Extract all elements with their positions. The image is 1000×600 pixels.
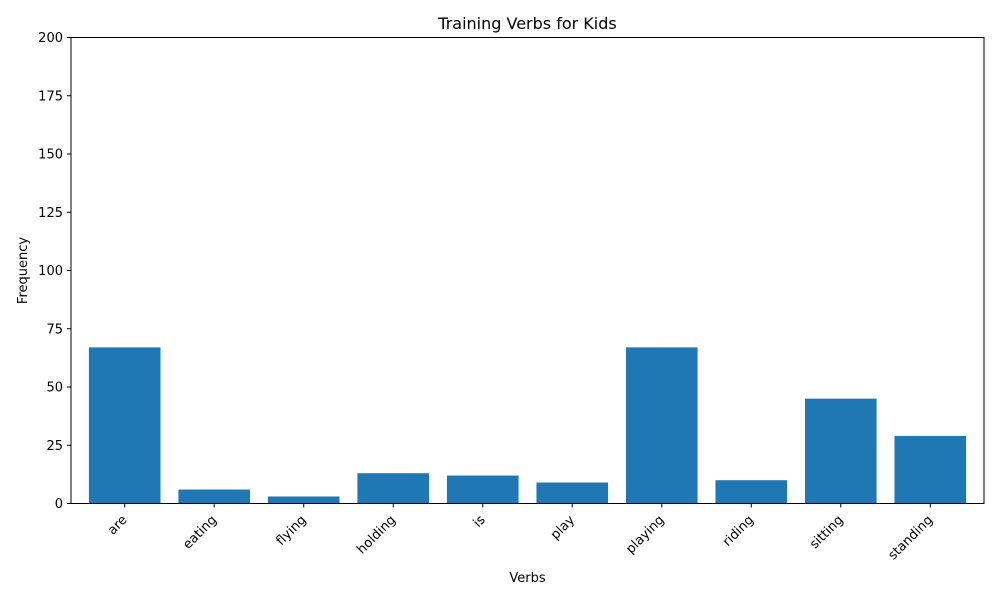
y-tick-label: 75 [46, 322, 63, 337]
y-tick-label: 150 [38, 148, 63, 163]
plot-frame [70, 37, 985, 504]
bar-riding [715, 480, 788, 504]
bar-eating [178, 489, 251, 504]
bar-play [536, 482, 609, 504]
y-tick-label: 0 [55, 497, 63, 512]
y-tick-label: 25 [46, 439, 63, 454]
bar-standing [894, 435, 967, 504]
y-tick-label: 50 [46, 381, 63, 396]
bar-flying [267, 496, 340, 504]
bar-is [446, 475, 519, 504]
bar-holding [357, 473, 430, 504]
y-tick-label: 200 [38, 31, 63, 46]
bar-are [88, 347, 161, 504]
bars-layer [88, 347, 967, 504]
x-axis-label: Verbs [509, 571, 545, 586]
y-axis-ticks: 0 25 50 75 100 125 150 175 200 [38, 31, 71, 512]
chart-title: Training Verbs for Kids [437, 14, 616, 33]
y-tick-label: 125 [38, 206, 63, 221]
bar-playing [625, 347, 698, 504]
y-axis-label: Frequency [16, 237, 31, 304]
y-tick-label: 100 [38, 264, 63, 279]
bar-sitting [804, 398, 877, 504]
y-tick-label: 175 [38, 89, 63, 104]
